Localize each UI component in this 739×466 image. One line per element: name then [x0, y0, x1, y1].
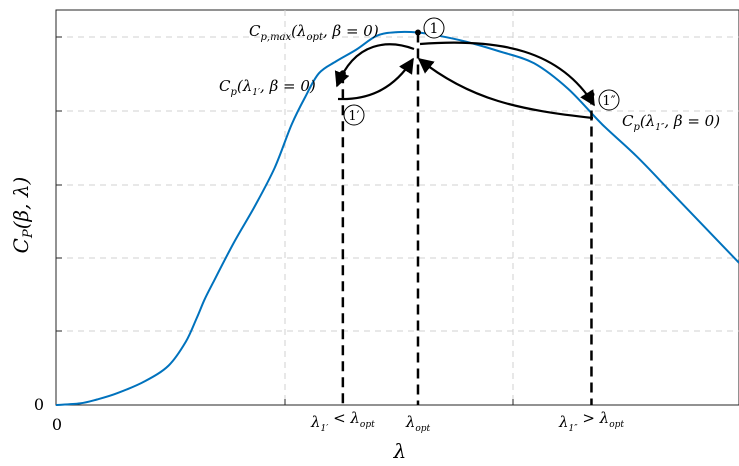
circle-label-opt: 1 — [423, 17, 445, 39]
circle-1dprime-text: 1″ — [602, 94, 615, 109]
cp1dprime-main: C — [622, 112, 634, 130]
arrows — [334, 41, 595, 120]
annotation-cpmax: Cp,max(λopt, β = 0) — [249, 22, 379, 43]
y-axis-label-rest: (β, λ) — [9, 177, 33, 230]
arrow-1dprime-to-opt — [417, 58, 594, 120]
cp1dprime-sub: p — [633, 122, 640, 133]
cp1dprime-args-sub: 1″ — [655, 123, 665, 133]
annotation-cp1dprime: Cp(λ1″, β = 0) — [622, 112, 720, 133]
cp1prime-main: C — [219, 77, 231, 95]
circle-opt-outline — [423, 17, 445, 39]
x-marker-label-2: λ1″ > λopt — [558, 409, 624, 434]
y-axis-label-main: C — [9, 238, 33, 253]
arrow-1prime-to-opt — [337, 57, 414, 101]
operating-point-1 — [414, 29, 421, 36]
x-marker-label-0-part-2: < λ — [328, 409, 360, 427]
x-marker-label-2-part-1: 1″ — [568, 424, 578, 434]
x-marker-label-2-part-3: opt — [609, 420, 624, 430]
ticks — [56, 36, 514, 405]
x-marker-label-0-part-1: 1′ — [321, 424, 329, 434]
annotation-cp1prime: Cp(λ1′, β = 0) — [219, 77, 316, 98]
circle-label-1dprime: 1″ — [598, 89, 620, 111]
circle-1dprime-outline — [598, 89, 620, 111]
cpmax-main: C — [249, 22, 261, 40]
circle-opt-text: 1 — [430, 21, 439, 37]
cp1prime-sub: p — [230, 87, 237, 98]
x-marker-label-2-part-0: λ — [558, 413, 569, 431]
x-axis-label: λ — [393, 439, 407, 463]
arrow-opt-to-1dprime — [419, 41, 595, 107]
x-marker-label-0: λ1′ < λopt — [310, 409, 375, 434]
x-marker-label-2-part-2: > λ — [578, 409, 610, 427]
x-marker-label-1-part-0: λ — [405, 413, 416, 431]
x-marker-label-0-part-0: λ — [310, 413, 321, 431]
cp1prime-args-end: , β = 0) — [260, 77, 316, 95]
cp-curve-series-0 — [55, 30, 739, 406]
x-origin-label: 0 — [52, 415, 62, 434]
grid — [56, 10, 739, 405]
series-layer — [55, 30, 739, 406]
y-axis-label: CP(β, λ) — [9, 177, 36, 254]
x-marker-label-1: λopt — [405, 413, 431, 434]
plot-frame — [55, 9, 739, 406]
cpmax-sub: p,max — [260, 32, 291, 43]
circle-label-1prime: 1′ — [343, 104, 365, 126]
cp1prime-args: (λ — [237, 77, 252, 95]
cp1dprime-args-end: , β = 0) — [664, 112, 720, 130]
cp1prime-args-sub: 1′ — [252, 88, 260, 98]
cpmax-args-end: , β = 0) — [323, 22, 379, 40]
x-marker-label-0-part-3: opt — [360, 420, 375, 430]
cpmax-args-sub: opt — [307, 32, 324, 43]
circle-1prime-outline — [343, 104, 365, 126]
arrow-opt-to-1prime — [334, 43, 415, 88]
x-marker-label-1-part-1: opt — [415, 424, 430, 434]
cp1dprime-args: (λ — [640, 112, 655, 130]
cpmax-args: (λ — [291, 22, 306, 40]
circle-1prime-text: 1′ — [348, 109, 359, 124]
y-origin-label: 0 — [34, 395, 44, 414]
y-axis-label-sub: P — [21, 229, 36, 239]
